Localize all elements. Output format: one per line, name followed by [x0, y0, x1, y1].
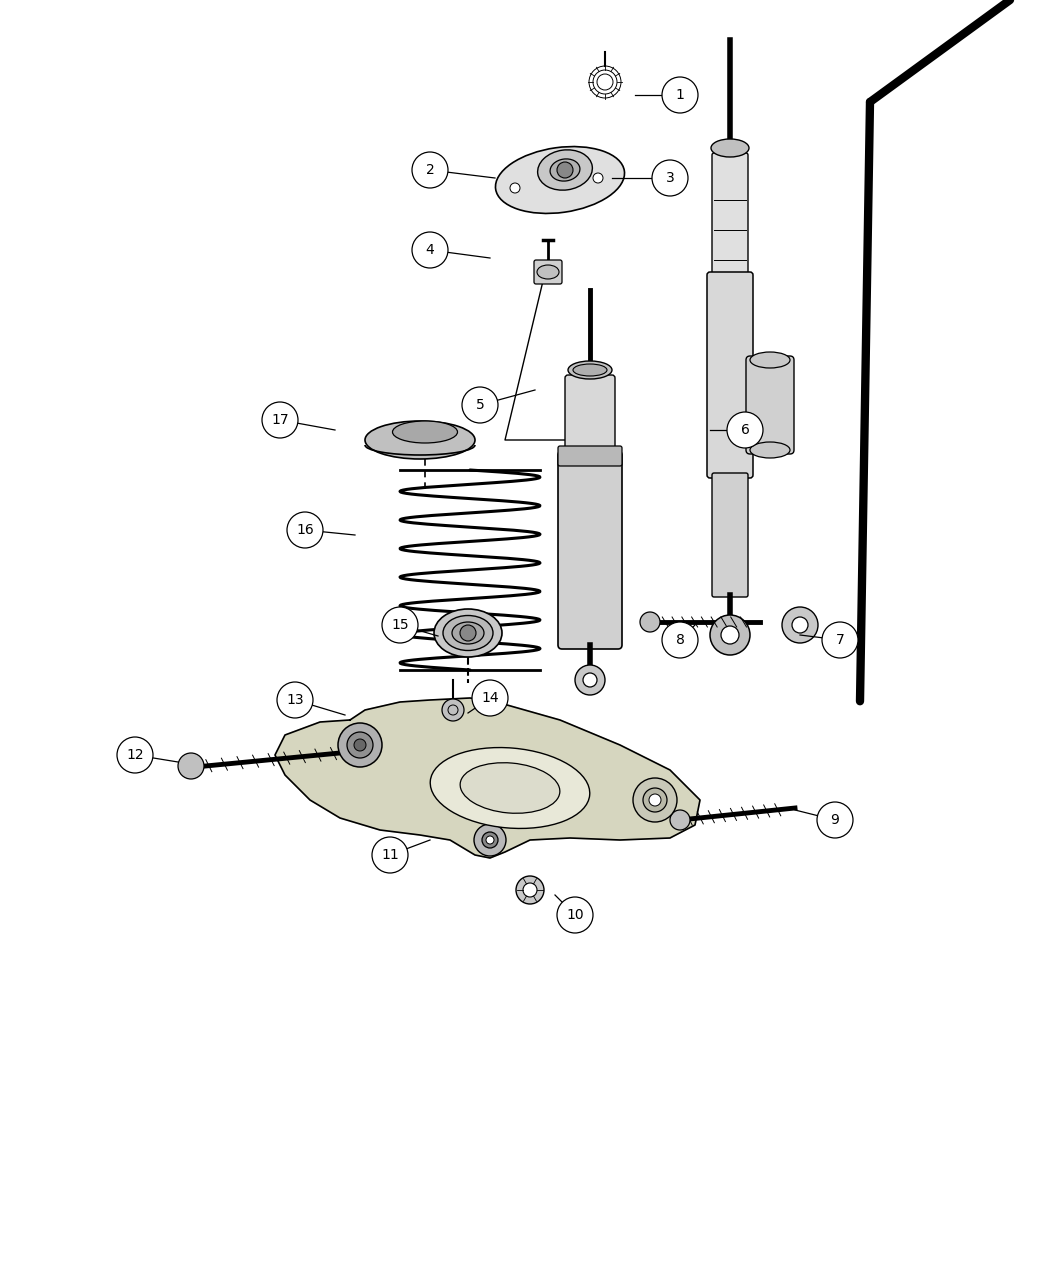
Ellipse shape: [711, 139, 749, 157]
Circle shape: [792, 617, 809, 632]
Circle shape: [372, 836, 408, 873]
Circle shape: [474, 824, 506, 856]
Circle shape: [556, 162, 573, 179]
Text: 6: 6: [740, 423, 750, 437]
Circle shape: [633, 778, 677, 822]
Circle shape: [460, 625, 476, 641]
Circle shape: [523, 884, 537, 898]
Ellipse shape: [496, 147, 625, 213]
Text: 12: 12: [126, 748, 144, 762]
Text: 2: 2: [425, 163, 435, 177]
Circle shape: [670, 810, 690, 830]
Circle shape: [287, 513, 323, 548]
Ellipse shape: [434, 609, 502, 657]
Circle shape: [516, 876, 544, 904]
Text: 4: 4: [425, 244, 435, 258]
Ellipse shape: [550, 159, 580, 181]
Text: 13: 13: [287, 694, 303, 708]
Text: 7: 7: [836, 632, 844, 646]
Text: 14: 14: [481, 691, 499, 705]
Ellipse shape: [393, 421, 458, 442]
Circle shape: [412, 232, 448, 268]
FancyBboxPatch shape: [558, 451, 622, 649]
Text: 3: 3: [666, 171, 674, 185]
Circle shape: [472, 680, 508, 717]
Circle shape: [346, 732, 373, 759]
Circle shape: [649, 794, 662, 806]
Ellipse shape: [430, 747, 590, 829]
Ellipse shape: [537, 265, 559, 279]
Ellipse shape: [750, 442, 790, 458]
Circle shape: [338, 723, 382, 768]
FancyBboxPatch shape: [565, 375, 615, 462]
Circle shape: [482, 833, 498, 848]
Circle shape: [822, 622, 858, 658]
FancyBboxPatch shape: [534, 260, 562, 284]
Circle shape: [583, 673, 597, 687]
Circle shape: [354, 740, 366, 751]
Circle shape: [486, 836, 494, 844]
Circle shape: [662, 76, 698, 113]
Circle shape: [117, 737, 153, 773]
Circle shape: [382, 607, 418, 643]
Ellipse shape: [452, 622, 484, 644]
Circle shape: [662, 622, 698, 658]
Text: 16: 16: [296, 523, 314, 537]
Circle shape: [817, 802, 853, 838]
Ellipse shape: [443, 616, 493, 650]
Circle shape: [652, 159, 688, 196]
Text: 9: 9: [831, 813, 839, 827]
Text: 10: 10: [566, 908, 584, 922]
Circle shape: [262, 402, 298, 439]
Circle shape: [178, 754, 204, 779]
Circle shape: [643, 788, 667, 812]
FancyBboxPatch shape: [712, 473, 748, 597]
Circle shape: [593, 173, 603, 184]
Text: 11: 11: [381, 848, 399, 862]
Ellipse shape: [365, 421, 475, 459]
Circle shape: [412, 152, 448, 187]
FancyBboxPatch shape: [712, 153, 748, 277]
Circle shape: [640, 612, 660, 632]
FancyBboxPatch shape: [746, 356, 794, 454]
Ellipse shape: [568, 361, 612, 379]
Circle shape: [442, 699, 464, 720]
FancyBboxPatch shape: [558, 446, 622, 465]
Text: 17: 17: [271, 413, 289, 427]
Text: 1: 1: [675, 88, 685, 102]
Circle shape: [782, 607, 818, 643]
Text: 8: 8: [675, 632, 685, 646]
Circle shape: [575, 666, 605, 695]
Ellipse shape: [573, 363, 607, 376]
Ellipse shape: [460, 762, 560, 813]
Text: 15: 15: [392, 618, 408, 632]
Circle shape: [462, 388, 498, 423]
Circle shape: [727, 412, 763, 448]
FancyBboxPatch shape: [707, 272, 753, 478]
Circle shape: [710, 615, 750, 655]
Circle shape: [510, 184, 520, 193]
Circle shape: [556, 898, 593, 933]
Ellipse shape: [538, 150, 592, 190]
Ellipse shape: [750, 352, 790, 368]
Circle shape: [277, 682, 313, 718]
Polygon shape: [275, 697, 700, 858]
Text: 5: 5: [476, 398, 484, 412]
Circle shape: [721, 626, 739, 644]
